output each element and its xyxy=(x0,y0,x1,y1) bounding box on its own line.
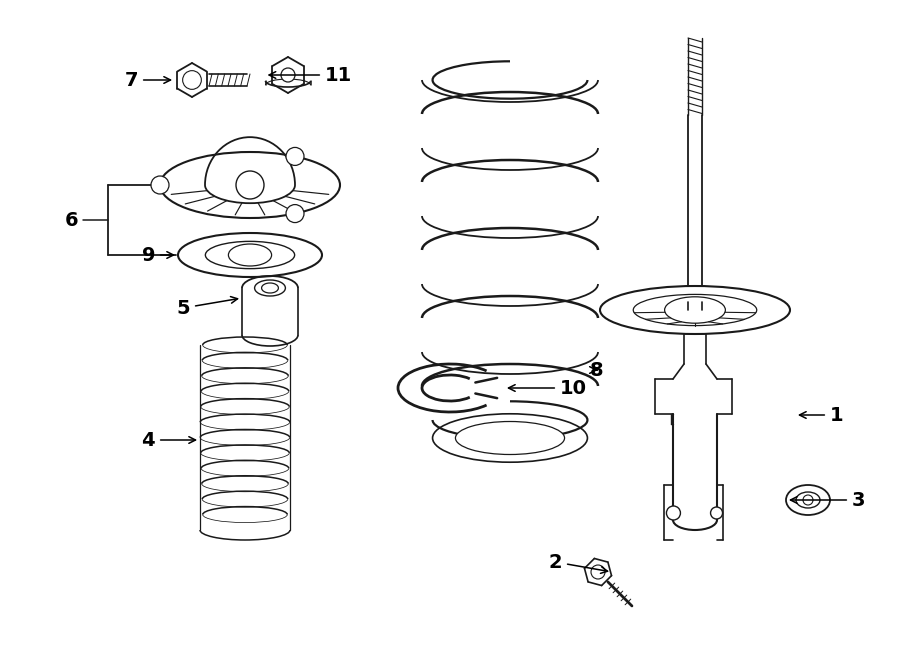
Circle shape xyxy=(803,495,813,505)
Ellipse shape xyxy=(205,242,294,269)
Circle shape xyxy=(591,565,605,579)
Circle shape xyxy=(286,205,304,222)
Circle shape xyxy=(666,506,680,520)
Text: 7: 7 xyxy=(124,70,170,89)
Ellipse shape xyxy=(178,233,322,277)
Ellipse shape xyxy=(600,286,790,334)
Text: 2: 2 xyxy=(548,553,608,573)
Ellipse shape xyxy=(433,414,588,462)
Ellipse shape xyxy=(455,422,564,455)
Text: 1: 1 xyxy=(799,406,843,424)
Ellipse shape xyxy=(796,492,820,508)
Circle shape xyxy=(286,148,304,166)
Circle shape xyxy=(236,171,264,199)
Circle shape xyxy=(281,68,295,82)
Text: 5: 5 xyxy=(176,297,238,318)
Text: 8: 8 xyxy=(590,361,604,379)
Text: 10: 10 xyxy=(508,379,587,397)
Circle shape xyxy=(183,71,202,89)
Text: 9: 9 xyxy=(141,246,174,265)
Ellipse shape xyxy=(160,152,340,218)
Text: 6: 6 xyxy=(65,211,79,230)
Text: 4: 4 xyxy=(141,430,195,449)
Ellipse shape xyxy=(786,485,830,515)
Circle shape xyxy=(711,507,723,519)
Text: 11: 11 xyxy=(269,66,352,85)
Text: 3: 3 xyxy=(790,491,866,510)
Circle shape xyxy=(151,176,169,194)
